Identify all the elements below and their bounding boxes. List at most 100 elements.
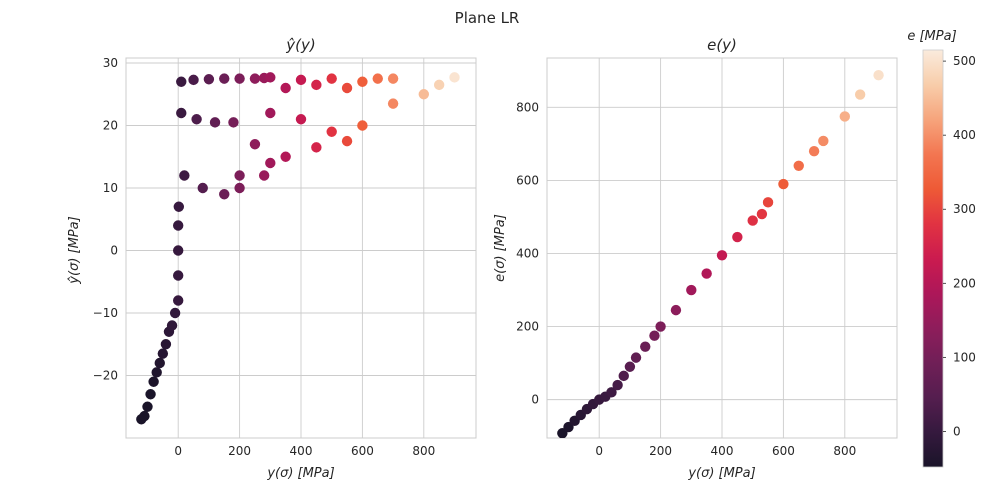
data-point: [160, 339, 172, 350]
colorbar-tick-label: 100: [953, 350, 976, 364]
data-point: [265, 107, 276, 119]
x-tick-label: 200: [228, 444, 251, 458]
plot-frame: [125, 57, 477, 439]
y-tick-label: 800: [516, 100, 539, 114]
data-point: [280, 82, 291, 94]
data-point: [326, 73, 337, 84]
data-point: [280, 151, 291, 162]
y-tick-label: 0: [110, 244, 118, 258]
data-point: [747, 215, 758, 226]
x-tick-label: 600: [772, 444, 795, 458]
data-point: [655, 321, 666, 332]
data-point: [341, 135, 353, 147]
data-point: [176, 107, 187, 119]
data-point: [873, 69, 884, 81]
data-point: [172, 220, 184, 231]
y-tick-label: 400: [516, 246, 539, 260]
data-point: [142, 401, 153, 412]
data-point: [148, 376, 159, 387]
data-point: [234, 73, 245, 84]
colorbar: e [MPa] 0 100 200 300 400 500: [907, 29, 976, 468]
data-point: [701, 268, 712, 279]
data-point: [197, 182, 208, 194]
x-tick-label: 0: [595, 444, 603, 458]
data-point: [234, 170, 245, 181]
data-point: [172, 245, 184, 256]
x-tick-label: 0: [174, 444, 182, 458]
data-point: [188, 74, 199, 86]
colorbar-tick-label: 0: [953, 424, 961, 438]
data-point: [808, 145, 820, 157]
data-point: [649, 330, 660, 341]
y-tick-label: 0: [531, 393, 539, 407]
data-point: [209, 117, 221, 128]
data-point: [341, 82, 353, 94]
data-point: [295, 74, 307, 86]
colorbar-tick-label: 300: [953, 202, 976, 216]
data-point: [418, 89, 430, 100]
plot-title-e: e(y): [707, 36, 737, 54]
y-tick-label: 600: [516, 173, 539, 187]
data-point: [326, 126, 337, 137]
data-point: [258, 170, 270, 181]
colorbar-tick-label: 200: [953, 276, 976, 290]
data-point: [265, 157, 276, 169]
data-point: [618, 370, 629, 382]
data-point: [191, 114, 202, 125]
plot-frame: [546, 57, 898, 439]
y-axis-label-yhat: ŷ(σ) [MPa]: [67, 216, 82, 284]
y-tick-label: 200: [516, 320, 539, 334]
plot-panel-e: e(y) y(σ) [MPa] e(σ) [MPa] 0 200 400 600 800…: [493, 36, 898, 481]
data-point: [839, 111, 851, 122]
data-point: [778, 178, 789, 190]
y-tick-label: 20: [103, 119, 118, 133]
data-point: [387, 98, 399, 109]
data-point: [219, 73, 230, 84]
scatter-points: [136, 72, 460, 425]
scatter-points: [557, 69, 884, 438]
x-tick-label: 200: [649, 444, 672, 458]
data-point: [686, 284, 697, 296]
y-tick-label: −10: [93, 306, 118, 320]
data-point: [145, 389, 156, 400]
data-point: [172, 295, 184, 306]
data-point: [612, 379, 623, 391]
data-point: [176, 76, 187, 87]
data-point: [154, 357, 165, 369]
x-tick-label: 800: [833, 444, 856, 458]
data-point: [854, 89, 866, 100]
plot-title-yhat: ŷ(y): [285, 36, 315, 54]
x-axis-label-e: y(σ) [MPa]: [687, 466, 755, 481]
data-point: [311, 79, 322, 91]
y-axis-label-e: e(σ) [MPa]: [493, 214, 508, 282]
data-point: [219, 189, 230, 200]
data-point: [606, 387, 617, 398]
data-point: [157, 348, 169, 359]
colorbar-gradient: [922, 49, 944, 468]
y-tick-label: −20: [93, 369, 118, 383]
colorbar-label: e [MPa]: [907, 29, 956, 44]
data-point: [265, 72, 276, 83]
data-point: [433, 79, 445, 91]
data-point: [166, 320, 178, 331]
y-tick-label: 10: [103, 181, 118, 195]
data-point: [295, 114, 307, 125]
data-point: [311, 142, 322, 153]
colorbar-tick-label: 500: [953, 54, 976, 68]
data-point: [249, 139, 261, 150]
data-point: [173, 201, 185, 212]
data-point: [670, 304, 682, 316]
data-point: [756, 208, 768, 220]
data-point: [203, 74, 215, 85]
data-point: [449, 72, 460, 83]
data-point: [179, 170, 190, 181]
x-tick-label: 600: [351, 444, 374, 458]
data-point: [640, 341, 651, 352]
data-point: [387, 73, 399, 84]
data-point: [793, 160, 804, 171]
colorbar-tick-label: 400: [953, 128, 976, 142]
y-tick-label: 30: [103, 56, 118, 70]
data-point: [151, 367, 162, 378]
